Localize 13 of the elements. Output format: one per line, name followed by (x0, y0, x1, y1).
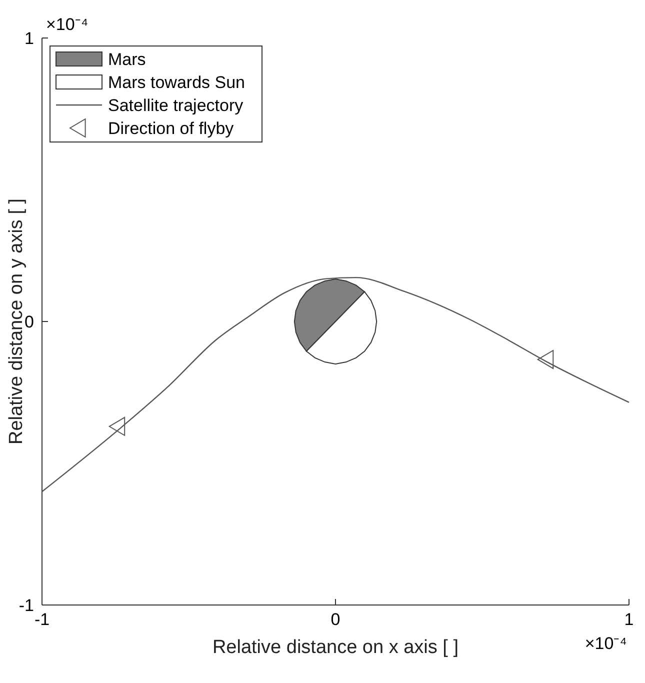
y-tick-label: -1 (18, 596, 34, 615)
legend-label: Mars towards Sun (108, 73, 245, 92)
line-series (41, 276, 630, 492)
text: ×10⁻⁴ (46, 15, 88, 34)
legend-label: Direction of flyby (108, 119, 234, 138)
x-tick-label: 1 (624, 610, 634, 629)
legend-label: Satellite trajectory (108, 96, 244, 115)
legend-label: Mars (108, 50, 146, 69)
y-tick-label: 0 (24, 312, 34, 332)
x-tick-label: 0 (330, 610, 340, 629)
text: ×10⁻⁴ (584, 634, 627, 653)
y-tick-label: 1 (24, 29, 34, 48)
x-axis-title: Relative distance on x axis [ ] (212, 637, 459, 658)
